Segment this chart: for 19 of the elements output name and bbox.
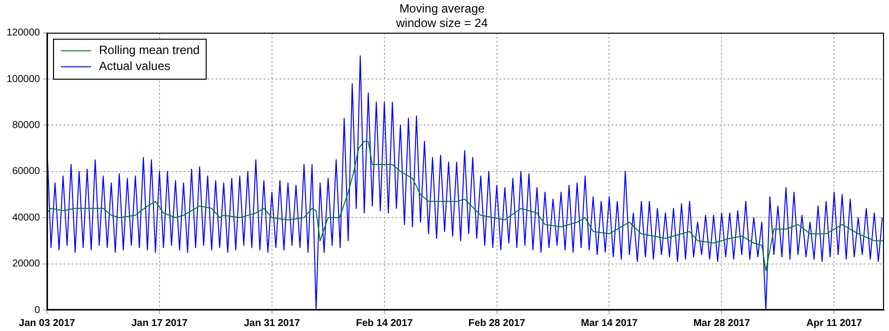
x-tick-label: Mar 14 2017: [580, 318, 638, 329]
x-tick-label: Feb 28 2017: [468, 318, 526, 329]
legend-label: Rolling mean trend: [99, 43, 200, 58]
y-tick-label: 60000: [12, 166, 40, 178]
x-tick-label: Jan 03 2017: [18, 318, 76, 329]
y-tick-label: 100000: [6, 74, 40, 85]
y-tick-label: 20000: [12, 258, 40, 270]
y-tick-label: 0: [34, 304, 40, 316]
legend-label: Actual values: [99, 59, 170, 74]
x-tick-label: Feb 14 2017: [356, 318, 414, 329]
chart-subtitle: window size = 24: [395, 16, 488, 30]
x-tick-label: Mar 28 2017: [693, 318, 750, 329]
x-tick-label: Apr 11 2017: [806, 318, 862, 329]
x-tick-label: Jan 17 2017: [131, 318, 188, 329]
y-tick-label: 40000: [12, 212, 40, 224]
y-tick-label: 120000: [6, 28, 40, 39]
y-tick-label: 80000: [12, 120, 40, 131]
x-tick-label: Jan 31 2017: [244, 318, 300, 329]
chart-title: Moving average: [399, 2, 486, 16]
